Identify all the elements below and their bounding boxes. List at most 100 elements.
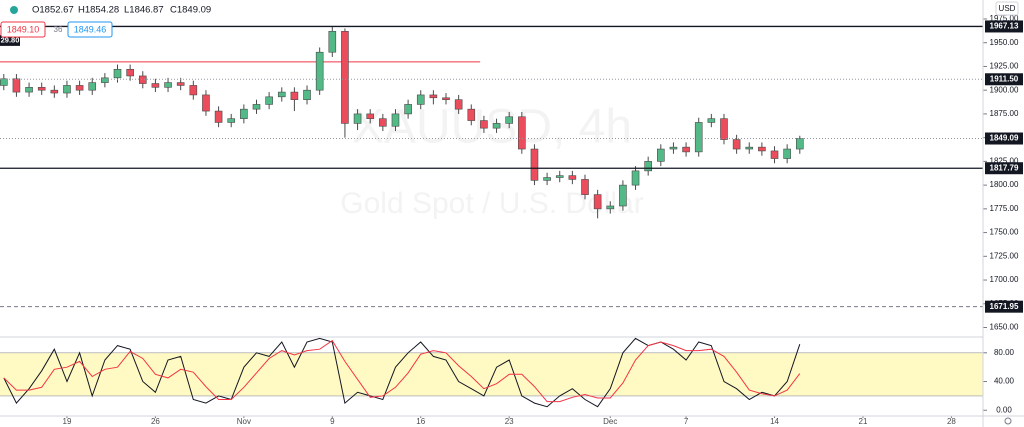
settings-icon[interactable] bbox=[1004, 417, 1012, 425]
candle-body bbox=[25, 87, 33, 93]
candle-body bbox=[303, 89, 311, 100]
candle-body bbox=[252, 104, 261, 110]
candle-body bbox=[113, 68, 122, 79]
candle-body bbox=[644, 161, 652, 172]
y-tick-label: 1825.00 bbox=[990, 156, 1019, 165]
candle-body bbox=[353, 113, 362, 124]
candle-body bbox=[555, 175, 564, 178]
candle-body bbox=[88, 82, 97, 91]
candle-body bbox=[404, 104, 412, 115]
buy-button[interactable] bbox=[67, 21, 113, 38]
candle-body bbox=[176, 82, 185, 86]
x-tick-label: 9 bbox=[330, 417, 335, 426]
candle-body bbox=[37, 87, 46, 91]
candle-body bbox=[581, 179, 589, 195]
candle-body bbox=[12, 78, 21, 93]
candle-body bbox=[75, 85, 84, 91]
candle-body bbox=[138, 75, 147, 84]
ohlc-low: L1846.87 bbox=[124, 5, 164, 16]
candle-body bbox=[657, 148, 665, 162]
x-tick-label: 16 bbox=[416, 417, 425, 426]
candle-body bbox=[518, 116, 526, 150]
sell-price[interactable]: 1849.10 bbox=[7, 24, 40, 34]
candle-body bbox=[315, 51, 324, 91]
buy-price[interactable]: 1849.46 bbox=[74, 24, 107, 34]
y-tick-label: 1950.00 bbox=[990, 38, 1019, 47]
x-tick-label: 7 bbox=[684, 417, 689, 426]
level-label: 1817.79 bbox=[990, 163, 1019, 172]
candle-body bbox=[429, 94, 438, 99]
candle-body bbox=[416, 94, 425, 105]
y-tick-label: 1725.00 bbox=[990, 251, 1019, 260]
y-tick-label: 1900.00 bbox=[990, 85, 1019, 94]
y-tick-label: 1800.00 bbox=[990, 180, 1019, 189]
y-tick-label: 40.00 bbox=[994, 377, 1015, 386]
sell-button[interactable] bbox=[0, 21, 46, 38]
y-tick-label: 1750.00 bbox=[990, 228, 1019, 237]
level-tag bbox=[985, 300, 1023, 313]
watermark-title: XAUUSD, 4h bbox=[352, 101, 632, 154]
candle-body bbox=[783, 148, 791, 159]
status-dot bbox=[10, 6, 18, 14]
x-tick-label: 19 bbox=[63, 417, 72, 426]
candle-body bbox=[290, 91, 299, 100]
candle-body bbox=[379, 118, 387, 127]
candle-body bbox=[530, 148, 539, 181]
candle-body bbox=[492, 123, 501, 129]
level-label: 1967.13 bbox=[990, 22, 1019, 31]
x-tick-label: 14 bbox=[770, 417, 779, 426]
candle-body bbox=[50, 89, 59, 94]
ohlc-open: O1852.67 bbox=[32, 5, 74, 16]
candle-body bbox=[454, 99, 463, 110]
ohlc-close: C1849.09 bbox=[170, 5, 211, 16]
y-tick-label: 0.00 bbox=[996, 405, 1012, 414]
candle-body bbox=[732, 139, 741, 150]
watermark-subtitle: Gold Spot / U.S. Dollar bbox=[340, 187, 643, 220]
x-tick-label: Nov bbox=[237, 417, 251, 426]
level-label: 1849.09 bbox=[990, 134, 1019, 143]
level-tag bbox=[985, 162, 1023, 175]
ohlc-high: H1854.28 bbox=[78, 5, 119, 16]
candle-body bbox=[366, 113, 375, 119]
currency[interactable]: USD bbox=[999, 4, 1016, 13]
candle-body bbox=[341, 31, 349, 124]
candle-body bbox=[151, 83, 160, 88]
level-tag bbox=[985, 20, 1023, 33]
candle-body bbox=[0, 78, 8, 86]
band bbox=[0, 352, 983, 396]
candle-body bbox=[240, 108, 248, 119]
level-tag bbox=[985, 73, 1023, 86]
candle-body bbox=[707, 118, 716, 123]
candle-body bbox=[101, 77, 109, 83]
drawing-label: 29.80 bbox=[1, 35, 20, 44]
currency-button[interactable] bbox=[995, 1, 1019, 16]
candle-body bbox=[467, 108, 476, 121]
x-tick-label: 21 bbox=[859, 417, 868, 426]
candle-body bbox=[682, 146, 690, 153]
y-tick-label: 1875.00 bbox=[990, 109, 1019, 118]
candle-body bbox=[745, 146, 754, 150]
candle-body bbox=[391, 113, 400, 127]
candle-body bbox=[126, 68, 134, 77]
candle-body bbox=[593, 194, 602, 210]
level-tag bbox=[985, 132, 1023, 145]
candle-body bbox=[442, 97, 450, 100]
candle-body bbox=[227, 118, 236, 123]
x-tick-label: Dec bbox=[603, 417, 617, 426]
candle-body bbox=[694, 122, 703, 153]
candle-body bbox=[63, 85, 71, 94]
candle-body bbox=[328, 31, 337, 53]
candle-body bbox=[189, 85, 198, 96]
y-tick-label: 1925.00 bbox=[990, 62, 1019, 71]
oscillator-line bbox=[3, 339, 801, 403]
y-tick-label: 80.00 bbox=[994, 348, 1015, 357]
level-label: 1671.95 bbox=[990, 302, 1019, 311]
x-tick-label: 26 bbox=[151, 417, 160, 426]
x-tick-label: 23 bbox=[505, 417, 514, 426]
y-tick-label: 1650.00 bbox=[990, 323, 1019, 332]
candle-body bbox=[568, 175, 577, 180]
candle-body bbox=[770, 150, 779, 159]
x-tick-label: 28 bbox=[947, 417, 956, 426]
candle-body bbox=[202, 94, 210, 112]
